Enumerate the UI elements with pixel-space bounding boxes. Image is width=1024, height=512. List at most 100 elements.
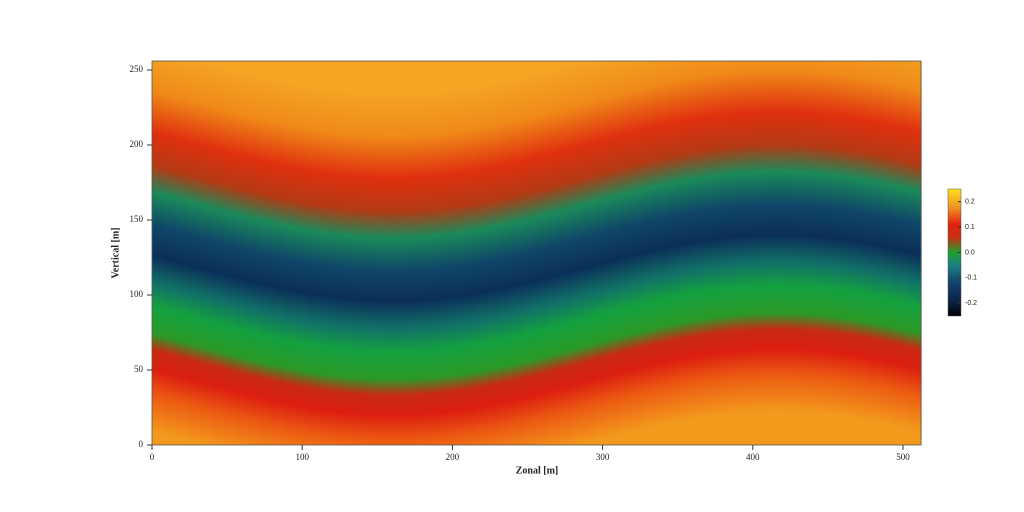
field-strip xyxy=(428,61,435,445)
field-strip xyxy=(518,61,526,445)
field-strip xyxy=(914,61,922,445)
field-strip xyxy=(530,61,538,445)
field-strip xyxy=(350,61,357,445)
field-strip xyxy=(608,61,616,445)
field-strip xyxy=(272,61,279,445)
field-strip xyxy=(644,61,652,445)
x-tick-label: 300 xyxy=(596,452,610,462)
field-strip xyxy=(332,61,339,445)
field-strip xyxy=(440,61,447,445)
field-strip xyxy=(494,61,502,445)
field-strip xyxy=(542,61,550,445)
field-strip xyxy=(230,61,237,445)
field-strip xyxy=(752,61,760,445)
field-strip xyxy=(860,61,868,445)
field-strip xyxy=(422,61,429,445)
field-strip xyxy=(506,61,514,445)
y-tick-label: 100 xyxy=(130,289,144,299)
field-strip xyxy=(902,61,910,445)
field-strip xyxy=(734,61,742,445)
field-strip xyxy=(278,61,285,445)
field-strip xyxy=(656,61,664,445)
field-strip xyxy=(584,61,592,445)
field-strip xyxy=(740,61,748,445)
field-strip xyxy=(254,61,261,445)
field-strip xyxy=(896,61,904,445)
colorbar-tick-label: 0.1 xyxy=(965,224,975,231)
field-strip xyxy=(866,61,874,445)
field-strip xyxy=(452,61,459,445)
field-strip xyxy=(224,61,231,445)
field-strip xyxy=(194,61,201,445)
x-tick-label: 400 xyxy=(746,452,760,462)
field-strip xyxy=(182,61,189,445)
field-strip xyxy=(284,61,291,445)
field-strip xyxy=(296,61,303,445)
field-strip xyxy=(830,61,838,445)
field-strip xyxy=(308,61,315,445)
field-strip xyxy=(482,61,490,445)
field-strip xyxy=(728,61,736,445)
field-strip xyxy=(248,61,255,445)
field-strip xyxy=(632,61,640,445)
field-strip xyxy=(386,61,393,445)
field-strip xyxy=(746,61,754,445)
field-strip xyxy=(512,61,520,445)
field-strip xyxy=(680,61,688,445)
field-strip xyxy=(446,61,453,445)
field-strip xyxy=(908,61,916,445)
field-strip xyxy=(770,61,778,445)
field-strip xyxy=(662,61,670,445)
plot-frame xyxy=(151,60,922,446)
x-tick-label: 200 xyxy=(446,452,460,462)
field-strip xyxy=(764,61,772,445)
field-strip xyxy=(338,61,345,445)
field-strip xyxy=(614,61,622,445)
y-axis-label: Vertical [m] xyxy=(110,228,121,279)
field-strip xyxy=(200,61,207,445)
field-strip xyxy=(578,61,586,445)
field-strip xyxy=(236,61,243,445)
field-strip xyxy=(314,61,321,445)
field-strip xyxy=(722,61,730,445)
field-strip xyxy=(212,61,219,445)
field-strip xyxy=(320,61,327,445)
x-tick-label: 500 xyxy=(896,452,910,462)
field-strip xyxy=(602,61,610,445)
field-strip xyxy=(242,61,249,445)
field-strip xyxy=(218,61,225,445)
field-strip xyxy=(458,61,466,445)
field-strip xyxy=(158,61,165,445)
field-strip xyxy=(572,61,580,445)
field-strip xyxy=(152,61,159,445)
field-strip xyxy=(326,61,333,445)
field-strip xyxy=(410,61,417,445)
field-strip xyxy=(620,61,628,445)
field-strip xyxy=(566,61,574,445)
field-strip xyxy=(782,61,790,445)
field-strip xyxy=(434,61,441,445)
field-strip xyxy=(266,61,273,445)
field-strip xyxy=(884,61,892,445)
field-strip xyxy=(176,61,183,445)
field-strip xyxy=(260,61,267,445)
field-strip xyxy=(674,61,682,445)
field-strip xyxy=(548,61,556,445)
field-strip xyxy=(524,61,532,445)
field-strip xyxy=(374,61,381,445)
field-strip xyxy=(776,61,784,445)
field-strip xyxy=(368,61,375,445)
field-strip xyxy=(806,61,814,445)
field-strip xyxy=(812,61,820,445)
x-tick-label: 0 xyxy=(150,452,155,462)
field-strip xyxy=(698,61,706,445)
field-strip xyxy=(788,61,796,445)
field-strip xyxy=(404,61,411,445)
field-strip xyxy=(488,61,496,445)
field-strip xyxy=(710,61,718,445)
field-strip xyxy=(848,61,856,445)
field-strip xyxy=(758,61,766,445)
field-strip xyxy=(470,61,478,445)
field-strip xyxy=(842,61,850,445)
